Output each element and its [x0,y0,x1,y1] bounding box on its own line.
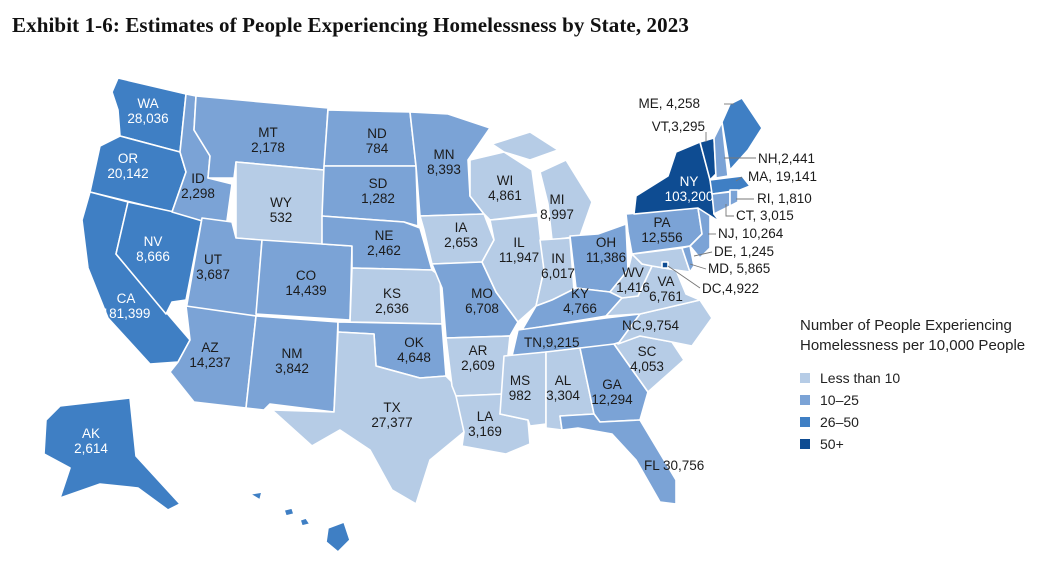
state-label-ca: CA 181,399 [102,291,151,321]
state-label-ne: NE 2,462 [367,228,401,258]
leader-de [693,251,713,257]
state-label-ks: KS 2,636 [375,286,409,316]
state-label-ri: RI, 1,810 [757,191,812,206]
state-label-mo: MO 6,708 [465,286,499,316]
legend-label: Less than 10 [820,370,901,386]
state-label-md: MD, 5,865 [708,261,770,276]
legend-item-26-50: 26–50 [800,411,1025,433]
state-label-mn: MN 8,393 [427,147,461,177]
state-label-ar: AR 2,609 [461,343,495,373]
state-ME [721,97,763,171]
state-KS [349,267,443,325]
state-label-nv: NV 8,666 [136,234,170,264]
state-label-ny: NY 103,200 [665,174,714,204]
state-label-tx: TX 27,377 [371,400,412,430]
leader-md [689,263,707,270]
legend: Number of People Experiencing Homelessne… [800,316,1025,455]
state-label-il: IL 11,947 [499,235,539,265]
state-label-nh: NH,2,441 [758,151,815,166]
state-label-ky: KY 4,766 [563,286,597,316]
leader-ma [735,176,743,182]
legend-title: Number of People Experiencing Homelessne… [800,316,1025,356]
legend-label: 26–50 [820,414,859,430]
state-label-dc: DC,4,922 [702,281,759,296]
state-label-ut: UT 3,687 [196,252,230,282]
state-FL [559,413,677,505]
legend-item-10-25: 10–25 [800,389,1025,411]
state-label-ak: AK 2,614 [74,426,108,456]
state-label-me: ME, 4,258 [638,96,700,111]
state-HI [249,491,351,553]
legend-label: 50+ [820,436,844,452]
legend-swatch [800,395,810,405]
state-label-pa: PA 12,556 [641,215,682,245]
state-label-nm: NM 3,842 [275,346,309,376]
state-label-hi: HI 6,223 [273,522,307,552]
legend-label: 10–25 [820,392,859,408]
state-label-va: VA 6,761 [649,274,683,304]
state-WI [469,151,539,221]
state-label-wa: WA 28,036 [127,96,168,126]
state-label-nc: NC,9,754 [622,318,680,333]
leader-ct [725,204,734,217]
state-label-az: AZ 14,237 [189,340,230,370]
state-label-ia: IA 2,653 [444,220,478,250]
state-label-in: IN 6,017 [541,251,575,281]
state-label-de: DE, 1,245 [714,244,774,259]
state-label-ma: MA, 19,141 [748,169,817,184]
state-label-mt: MT 2,178 [251,125,285,155]
state-CT [711,191,731,215]
state-label-wi: WI 4,861 [488,173,522,203]
state-label-wv: WV 1,416 [616,265,650,295]
legend-item-50-plus: 50+ [800,433,1025,455]
legend-swatch [800,373,810,383]
legend-title-line1: Number of People Experiencing [800,317,1012,334]
state-label-nj: NJ, 10,264 [718,226,784,241]
state-MA [709,175,751,195]
state-label-wy: WY 532 [270,195,293,225]
state-label-al: AL 3,304 [546,373,580,403]
state-TX [271,331,465,505]
state-label-sc: SC 4,053 [630,344,664,374]
state-label-tn: TN,9,215 [524,335,580,350]
legend-title-line2: Homelessness per 10,000 People [800,337,1026,354]
state-label-nd: ND 784 [366,126,389,156]
legend-item-less-than-10: Less than 10 [800,367,1025,389]
state-label-co: CO 14,439 [285,268,326,298]
state-IL [481,215,545,323]
state-label-ga: GA 12,294 [591,377,633,407]
state-label-oh: OH 11,386 [586,235,626,265]
state-label-sd: SD 1,282 [361,176,395,206]
legend-swatch [800,417,810,427]
leader-dc [667,265,701,289]
state-DC [661,261,669,269]
legend-swatch [800,439,810,449]
state-label-ct: CT, 3,015 [736,208,794,223]
state-label-or: OR 20,142 [107,151,148,181]
state-label-mi: MI 8,997 [540,192,574,222]
state-label-vt: VT,3,295 [652,119,705,134]
state-AK [43,397,181,511]
state-label-fl: FL 30,756 [644,458,704,473]
state-NH [713,121,729,179]
state-RI [729,189,739,207]
state-label-ok: OK 4,648 [397,335,431,365]
state-label-ms: MS 982 [509,373,532,403]
state-label-id: ID 2,298 [181,171,215,201]
state-label-la: LA 3,169 [468,409,502,439]
map-title: Exhibit 1-6: Estimates of People Experie… [12,13,689,37]
